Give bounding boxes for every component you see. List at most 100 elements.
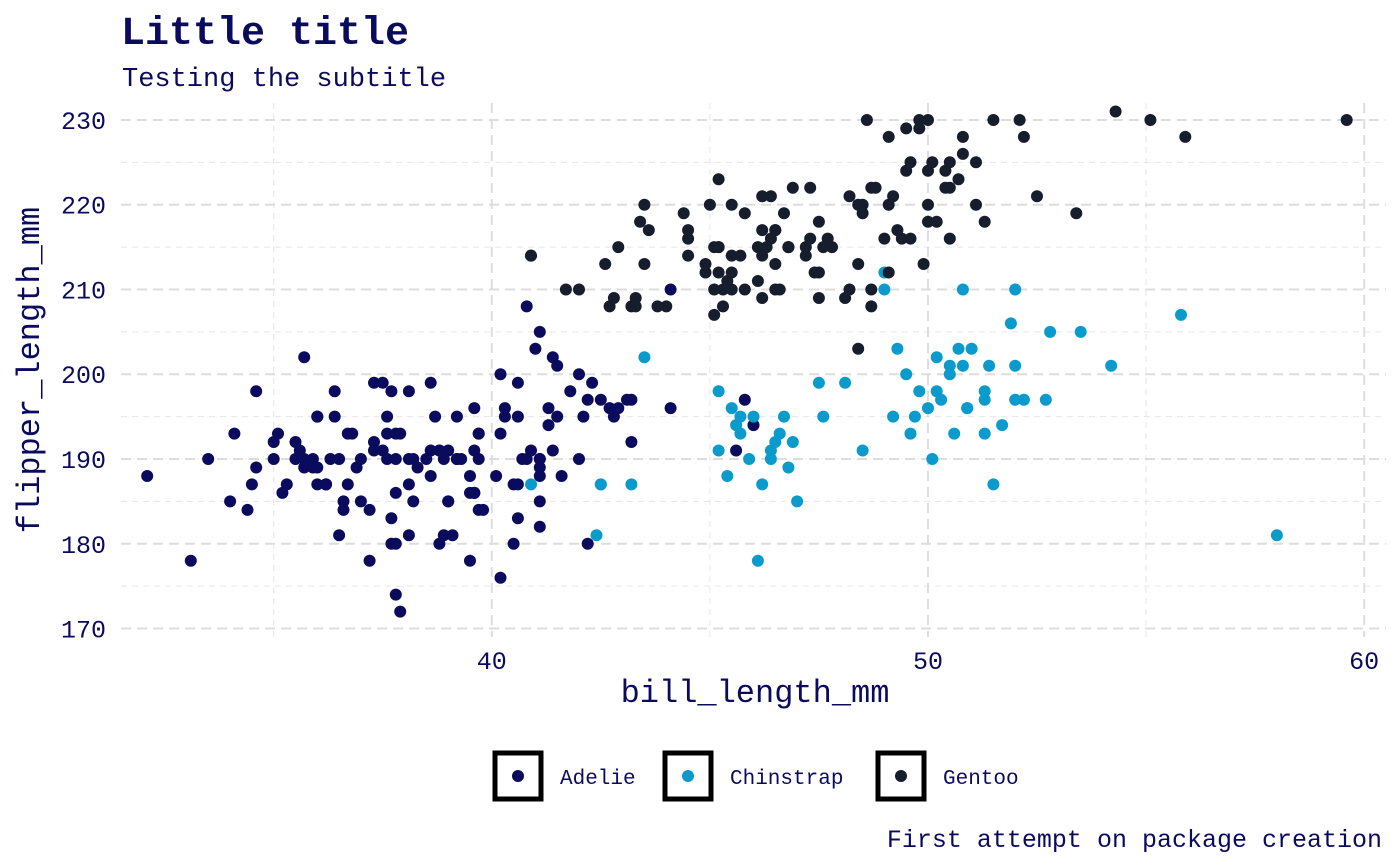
data-point [298, 461, 311, 474]
data-point [511, 376, 524, 389]
data-point [712, 241, 725, 254]
legend-key-point [895, 770, 907, 782]
data-point [464, 554, 476, 567]
data-point [708, 283, 721, 296]
data-point [1340, 114, 1353, 126]
data-point [738, 283, 751, 296]
data-point [660, 300, 673, 313]
data-point [389, 453, 402, 465]
data-point [642, 224, 655, 237]
series-gentoo [525, 105, 1353, 355]
data-point [764, 453, 777, 465]
data-point [961, 402, 974, 415]
data-point [468, 444, 481, 457]
data-point [878, 283, 891, 296]
data-point [930, 215, 943, 228]
chart-title: Little title [121, 12, 409, 57]
data-point [363, 503, 376, 516]
data-point [882, 266, 895, 279]
data-point [699, 258, 712, 270]
data-point [812, 266, 825, 279]
data-point [717, 283, 729, 296]
data-point [337, 503, 350, 516]
data-point [1004, 317, 1017, 330]
data-point [725, 266, 738, 279]
data-point [664, 402, 677, 415]
data-point [368, 376, 380, 389]
data-point [385, 385, 398, 398]
data-point [939, 164, 952, 177]
data-point [1175, 308, 1187, 321]
data-point [581, 393, 594, 406]
data-point [773, 427, 786, 440]
data-point [791, 495, 804, 508]
data-point [987, 114, 1000, 126]
data-point [738, 393, 751, 406]
data-point [333, 529, 346, 542]
data-point [869, 181, 882, 194]
data-point [682, 224, 695, 237]
x-tick-label: 60 [1349, 648, 1379, 677]
data-point [529, 342, 542, 355]
data-point [573, 283, 585, 296]
data-point [525, 444, 537, 457]
data-point [908, 410, 921, 423]
data-point [363, 554, 376, 567]
data-point [306, 453, 319, 465]
data-point [507, 537, 520, 550]
data-point [738, 207, 751, 220]
y-tick-label: 180 [61, 532, 106, 561]
data-point [1270, 529, 1283, 542]
data-point [368, 436, 380, 448]
y-tick-label: 230 [61, 108, 106, 137]
data-point [494, 571, 507, 584]
x-axis-ticks: 40 50 60 [477, 648, 1379, 677]
data-point [267, 453, 280, 465]
data-point [311, 478, 324, 491]
data-point [555, 470, 568, 482]
data-point [664, 283, 677, 296]
data-point [730, 444, 743, 457]
data-point [511, 512, 524, 525]
series-chinstrap [525, 266, 1283, 567]
data-point [525, 249, 537, 262]
data-point [699, 266, 712, 279]
data-point [878, 232, 891, 245]
data-point [956, 147, 969, 160]
legend-label: Gentoo [943, 768, 1019, 791]
data-point [1017, 130, 1030, 143]
data-point [442, 495, 455, 508]
legend-key-box [875, 750, 927, 802]
data-point [394, 605, 407, 618]
data-point [926, 453, 939, 465]
data-point [573, 453, 585, 465]
data-point [725, 402, 738, 415]
data-point [1031, 190, 1043, 203]
data-point [956, 359, 969, 372]
data-point [328, 410, 341, 423]
data-point [311, 410, 324, 423]
data-point [328, 385, 341, 398]
data-point [1109, 105, 1122, 118]
legend-item-gentoo: Gentoo [875, 750, 1019, 802]
data-point [276, 486, 289, 499]
data-point [1009, 359, 1022, 372]
data-point [1013, 114, 1026, 126]
data-point [184, 554, 197, 567]
data-point [904, 427, 917, 440]
data-point [1144, 114, 1157, 126]
data-point [839, 376, 852, 389]
data-point [346, 427, 359, 440]
x-tick-label: 40 [477, 648, 507, 677]
data-point [778, 410, 790, 423]
data-point [786, 181, 799, 194]
data-point [612, 241, 625, 254]
data-point [594, 478, 607, 491]
data-point [952, 173, 965, 186]
data-point [621, 393, 633, 406]
data-point [1009, 283, 1022, 296]
data-point [594, 393, 607, 406]
data-point [725, 198, 738, 211]
data-point [320, 478, 332, 491]
data-point [922, 215, 934, 228]
